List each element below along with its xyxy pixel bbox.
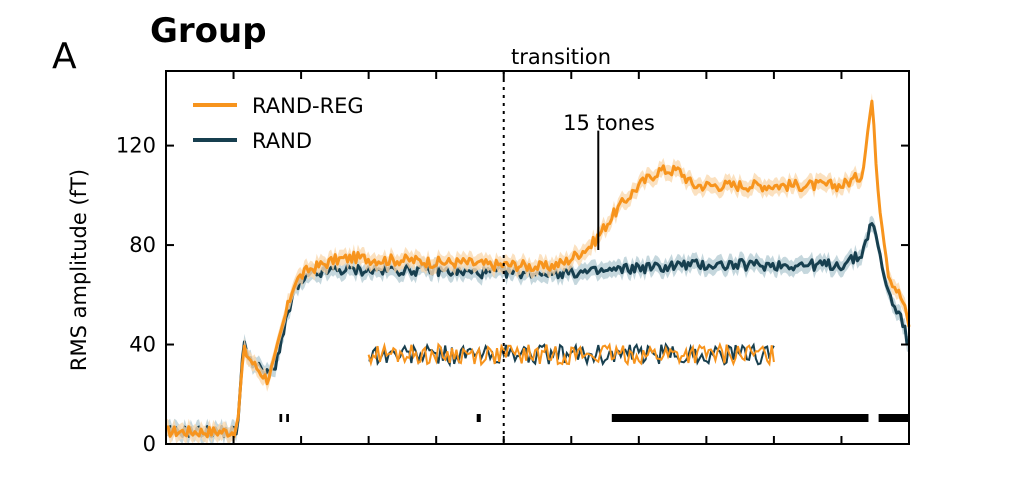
legend-label-rand-reg: RAND-REG	[252, 94, 364, 118]
significance-marker	[279, 414, 283, 422]
significance-marker	[476, 414, 481, 422]
error-band-rand	[166, 215, 909, 445]
plot-area: 0 40 80 120	[116, 70, 911, 456]
y-tick-label: 80	[129, 233, 156, 257]
y-tick-label: 0	[143, 432, 156, 456]
legend: RAND-REG RAND	[193, 94, 364, 153]
inset-trace-rand-reg	[367, 341, 775, 367]
panel-letter: A	[52, 36, 77, 77]
series-line-rand-reg	[165, 99, 911, 439]
chart-title: Group	[150, 11, 267, 51]
fifteen-tones-annotation: 15 tones	[563, 111, 655, 135]
axes-frame	[165, 70, 910, 445]
significance-marker	[286, 414, 289, 422]
series-line-rand	[165, 222, 910, 439]
significance-marker	[611, 414, 869, 422]
y-tick-label: 40	[129, 333, 156, 357]
transition-annotation: transition	[511, 45, 611, 69]
y-tick-label: 120	[116, 134, 156, 158]
y-axis-label: RMS amplitude (fT)	[67, 169, 91, 371]
significance-marker	[878, 414, 909, 422]
legend-label-rand: RAND	[252, 129, 312, 153]
